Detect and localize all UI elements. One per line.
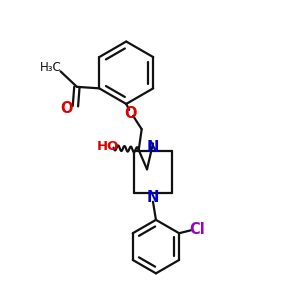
Text: H₃C: H₃C [40, 61, 62, 74]
Text: O: O [124, 106, 137, 121]
Text: N: N [147, 190, 159, 205]
Text: O: O [60, 101, 73, 116]
Text: N: N [147, 140, 159, 154]
Text: Cl: Cl [190, 222, 206, 237]
Text: HO: HO [96, 140, 119, 153]
